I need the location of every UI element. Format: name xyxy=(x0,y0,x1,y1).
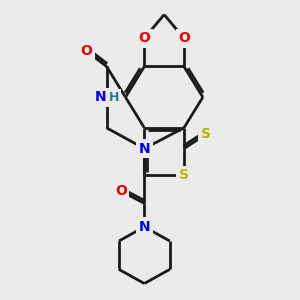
Text: S: S xyxy=(179,168,189,182)
Text: O: O xyxy=(138,31,150,45)
Text: H: H xyxy=(109,91,119,104)
Text: N: N xyxy=(139,142,150,156)
Text: S: S xyxy=(201,128,211,141)
Text: O: O xyxy=(178,31,190,45)
Text: O: O xyxy=(80,44,92,58)
Text: N: N xyxy=(139,220,150,234)
Text: N: N xyxy=(95,90,106,104)
Text: O: O xyxy=(115,184,127,198)
